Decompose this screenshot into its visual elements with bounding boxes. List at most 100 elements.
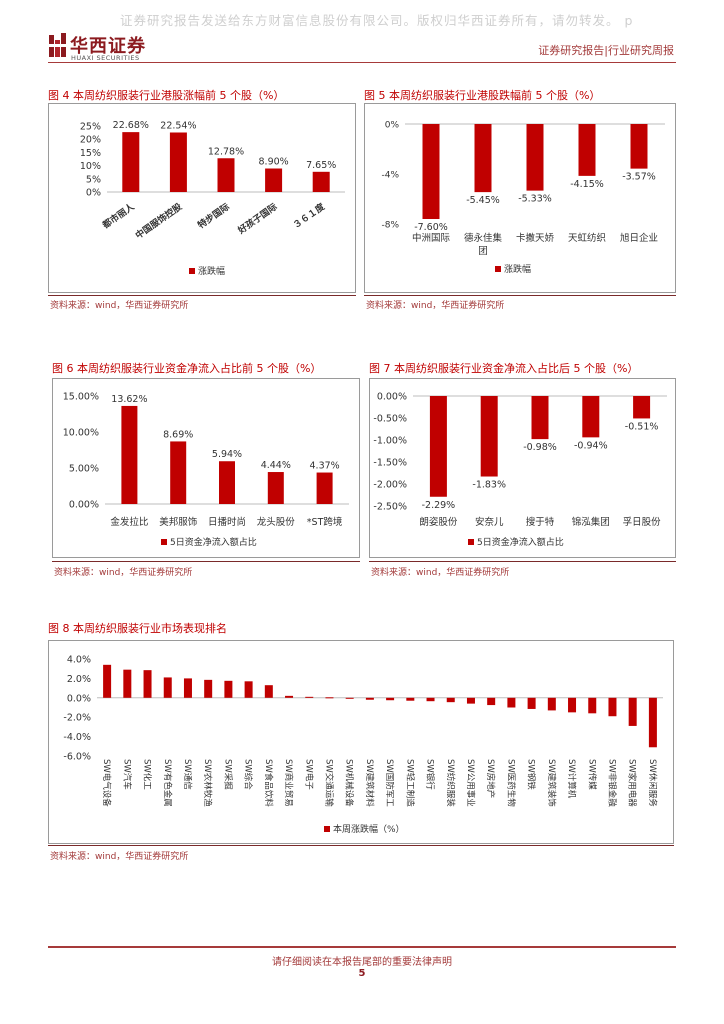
bar <box>264 685 273 698</box>
category-label: SW家用电器 <box>627 759 638 807</box>
y-tick-label: -1.00% <box>373 436 407 447</box>
brand-logo-icon <box>49 33 66 57</box>
category-label: 日播时尚 <box>208 516 246 528</box>
category-label: SW有色金属 <box>162 759 173 807</box>
category-label: SW轻工制造 <box>404 759 415 807</box>
data-label: 8.69% <box>163 429 193 440</box>
bar <box>224 680 233 698</box>
category-label: 天虹纺织 <box>568 232 606 244</box>
data-label: 5.94% <box>212 449 242 460</box>
legend-label: 5日资金净流入额占比 <box>477 536 564 548</box>
category-label: SW通信 <box>182 759 193 790</box>
data-label: 12.78% <box>208 146 244 157</box>
category-label: SW化工 <box>142 759 153 790</box>
bar <box>285 695 294 698</box>
bar <box>103 664 112 698</box>
data-label: -0.51% <box>625 421 659 432</box>
bar <box>527 697 536 709</box>
bar <box>568 697 577 713</box>
category-label: 中国服饰控股 <box>133 200 185 241</box>
figure-5-source-divider <box>364 295 676 296</box>
bar <box>316 472 333 504</box>
figure-4-chart: 0% 5% 10% 15% 20% 25% 22.68% 都市丽人 22.54% 中国服饰控股 12… <box>80 120 345 277</box>
bar <box>633 396 651 419</box>
y-tick-label: -2.00% <box>373 480 407 491</box>
data-label: 4.37% <box>310 461 340 472</box>
bar <box>170 441 187 504</box>
category-label: 卡撒天娇 <box>516 232 555 244</box>
figure-6-chart: 0.00% 5.00% 10.00% 15.00% 13.62% 金发拉比 8.69% 美邦服… <box>63 392 349 548</box>
category-label: 中洲国际 <box>412 232 451 244</box>
bar <box>312 171 330 192</box>
brand-logo: 华西证券 HUAXI SECURITIES <box>48 32 145 64</box>
bar <box>547 697 556 711</box>
legend-label: 5日资金净流入额占比 <box>170 536 257 548</box>
report-type-label: 证券研究报告|行业研究周报 <box>538 44 674 57</box>
category-label: SW综合 <box>243 759 254 790</box>
figure-7-title: 图 7 本周纺织服装行业资金净流入占比后 5 个股（%） <box>369 362 639 375</box>
category-label: SW非银金融 <box>606 759 617 807</box>
figure-8-source-divider <box>48 845 674 846</box>
data-label: -2.29% <box>422 500 456 511</box>
bar <box>123 669 132 698</box>
y-tick-label: 0% <box>385 121 400 131</box>
category-label: 安奈儿 <box>475 516 504 528</box>
category-label: *ST跨境 <box>307 516 343 528</box>
figure-5-title: 图 5 本周纺织服装行业港股跌幅前 5 个股（%） <box>364 89 601 102</box>
watermark-text: 证券研究报告发送给东方财富信息股份有限公司。版权归华西证券所有，请勿转发。 p <box>120 13 634 28</box>
category-label: 德永佳集团 <box>464 232 503 257</box>
data-label: -5.33% <box>518 194 552 205</box>
bar <box>325 697 334 699</box>
y-tick-label: -0.50% <box>373 414 407 425</box>
y-tick-label: 2.0% <box>67 674 91 685</box>
bar <box>578 124 596 176</box>
y-tick-label: 0.0% <box>67 693 91 704</box>
data-label: -1.83% <box>472 480 506 491</box>
bar <box>582 396 600 438</box>
category-label: 好孩子国际 <box>235 201 280 237</box>
y-tick-label: 0.00% <box>69 500 99 511</box>
data-label: 4.44% <box>261 460 291 471</box>
category-label: 特步国际 <box>195 201 231 231</box>
category-label: 美邦服饰 <box>159 516 197 528</box>
figure-7-source: 资料来源：wind，华西证券研究所 <box>371 568 510 578</box>
y-tick-label: 25% <box>80 122 101 133</box>
category-label: SW汽车 <box>121 759 132 790</box>
y-tick-label: 4.0% <box>67 655 91 666</box>
y-tick-label: 20% <box>80 135 101 146</box>
y-tick-label: -2.0% <box>63 713 91 724</box>
legend-label: 涨跌幅 <box>504 263 531 275</box>
bar <box>365 697 374 700</box>
category-label: SW休闲服务 <box>647 759 658 807</box>
legend-swatch <box>189 268 195 274</box>
bar <box>386 697 395 701</box>
y-tick-label: -8% <box>381 221 399 231</box>
figure-5-chart-frame: 0% -4% -8% -7.60% 中洲国际 -5.45% 德永佳集团 -5.33% 卡撒天娇 -… <box>364 103 676 293</box>
y-tick-label: 5% <box>86 174 101 185</box>
bar <box>169 132 187 192</box>
y-tick-label: 15.00% <box>63 392 99 403</box>
data-label: -7.60% <box>414 222 448 233</box>
figure-5-source: 资料来源：wind，华西证券研究所 <box>366 301 505 311</box>
bar <box>121 405 138 504</box>
legend-swatch <box>161 539 167 545</box>
y-tick-label: 0% <box>86 188 101 199</box>
legend-label: 本周涨跌幅（%） <box>333 823 405 835</box>
category-label: SW国防军工 <box>384 759 395 807</box>
category-label: SW农林牧渔 <box>202 759 213 807</box>
category-label: SW医药生物 <box>505 759 516 807</box>
category-label: 锦泓集团 <box>572 516 610 528</box>
bar <box>265 168 283 192</box>
figure-6-chart-frame: 0.00% 5.00% 10.00% 15.00% 13.62% 金发拉比 8.69% 美邦服… <box>52 378 360 558</box>
bar <box>487 697 496 706</box>
category-label: 朗姿股份 <box>419 516 458 528</box>
category-label: SW传媒 <box>586 759 597 790</box>
bar <box>305 696 314 698</box>
bar <box>630 124 648 169</box>
bar <box>244 681 253 698</box>
y-tick-label: -4.0% <box>63 732 91 743</box>
category-label: SW电子 <box>303 759 314 790</box>
category-label: 孚日股份 <box>623 516 662 528</box>
bar <box>122 132 140 192</box>
legend-label: 涨跌幅 <box>198 265 225 277</box>
